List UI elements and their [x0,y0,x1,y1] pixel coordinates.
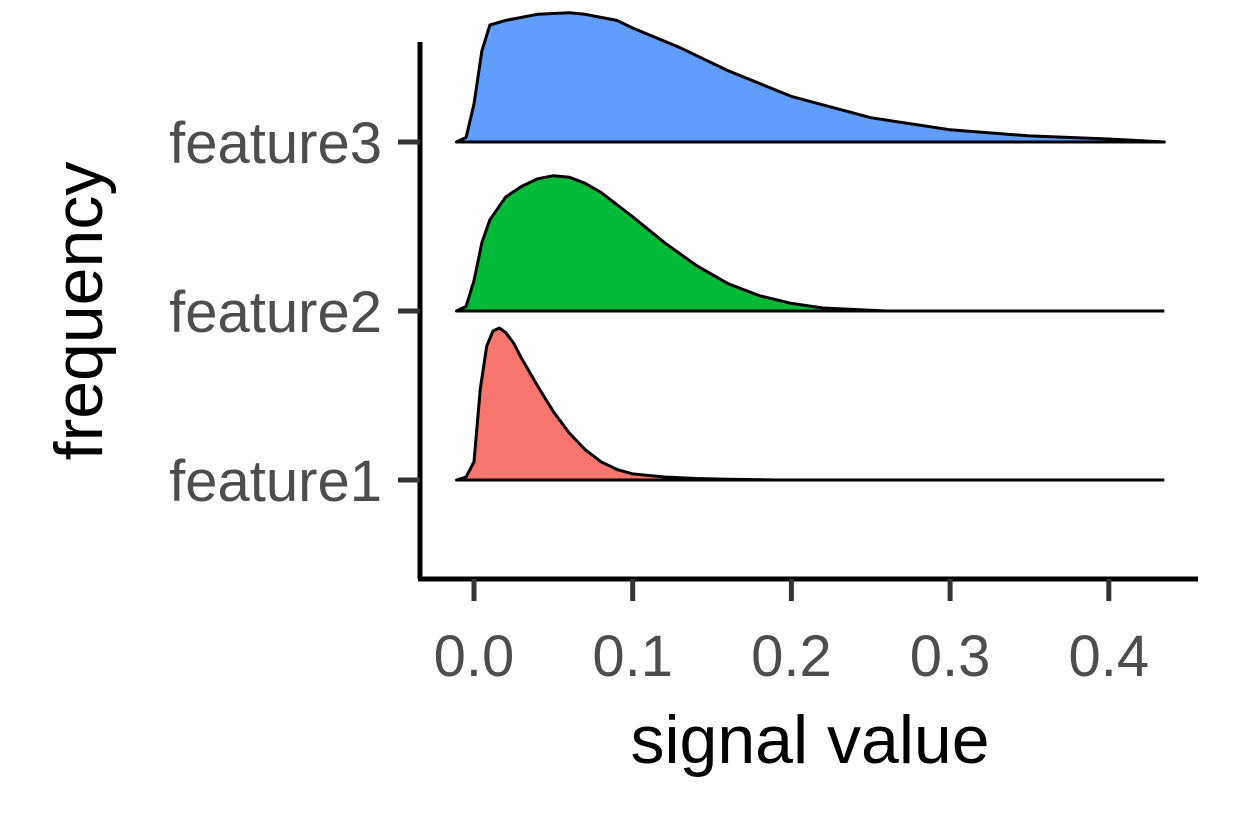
x-tick-label: 0.3 [910,624,991,689]
y-tick-label: feature1 [169,449,382,514]
x-axis-title: signal value [630,702,989,778]
y-tick-label: feature2 [169,280,382,345]
y-tick-label: feature3 [169,111,382,176]
y-axis-title: frequency [41,162,117,461]
ridge-feature2 [455,174,889,313]
x-tick-label: 0.0 [434,624,515,689]
ridge-feature3 [455,11,1166,144]
ridges [455,11,1166,482]
x-tick-label: 0.1 [592,624,673,689]
ridge-feature1 [455,326,777,482]
axes [398,42,1198,601]
x-tick-label: 0.2 [751,624,832,689]
x-tick-label: 0.4 [1068,624,1149,689]
labels: 0.0 0.1 0.2 0.3 0.4 feature1 feature2 feature3 s… [41,111,1149,778]
